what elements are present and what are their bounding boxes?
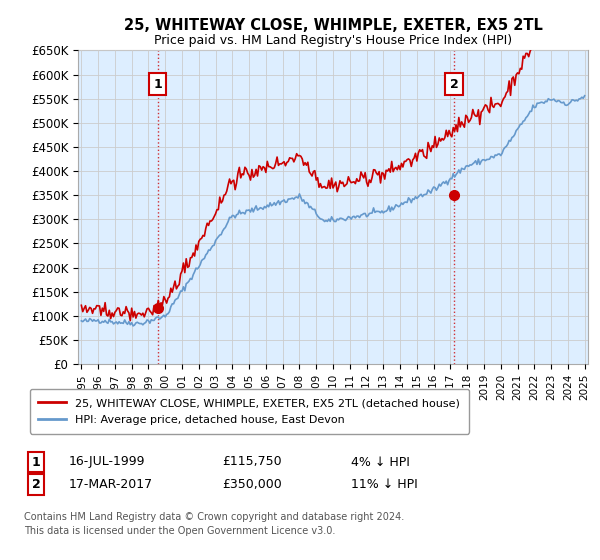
Text: £115,750: £115,750 [222, 455, 281, 469]
Text: 11% ↓ HPI: 11% ↓ HPI [351, 478, 418, 491]
Text: 25, WHITEWAY CLOSE, WHIMPLE, EXETER, EX5 2TL: 25, WHITEWAY CLOSE, WHIMPLE, EXETER, EX5… [124, 18, 542, 32]
Text: 2: 2 [449, 78, 458, 91]
Text: 1: 1 [153, 78, 162, 91]
Text: Contains HM Land Registry data © Crown copyright and database right 2024.
This d: Contains HM Land Registry data © Crown c… [24, 512, 404, 535]
Text: Price paid vs. HM Land Registry's House Price Index (HPI): Price paid vs. HM Land Registry's House … [154, 34, 512, 47]
Text: 4% ↓ HPI: 4% ↓ HPI [351, 455, 410, 469]
Text: £350,000: £350,000 [222, 478, 282, 491]
Text: 17-MAR-2017: 17-MAR-2017 [69, 478, 153, 491]
Legend: 25, WHITEWAY CLOSE, WHIMPLE, EXETER, EX5 2TL (detached house), HPI: Average pric: 25, WHITEWAY CLOSE, WHIMPLE, EXETER, EX5… [29, 389, 469, 433]
Text: 16-JUL-1999: 16-JUL-1999 [69, 455, 146, 469]
Text: 2: 2 [32, 478, 40, 491]
Text: 1: 1 [32, 455, 40, 469]
